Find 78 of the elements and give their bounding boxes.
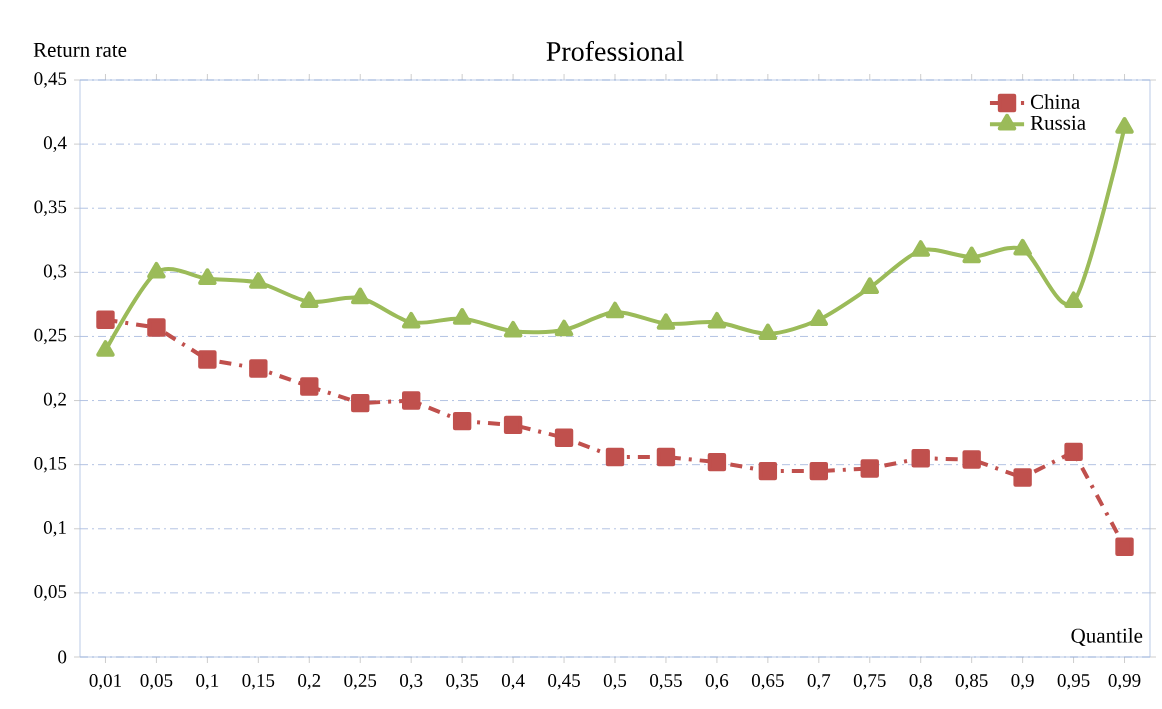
point	[503, 415, 523, 435]
x-tick-label: 0,55	[650, 674, 682, 690]
point	[147, 261, 166, 279]
point	[249, 272, 268, 289]
point	[605, 301, 625, 319]
y-tick-label: 0	[58, 650, 67, 664]
point	[1115, 537, 1134, 556]
point	[809, 309, 829, 326]
point	[198, 268, 217, 285]
point	[350, 287, 370, 305]
point	[300, 377, 319, 396]
x-tick-label: 0,01	[89, 674, 121, 690]
x-tick-label: 0,1	[196, 674, 219, 690]
y-tick-label: 0,3	[43, 264, 67, 281]
point	[1013, 238, 1032, 256]
point	[809, 461, 829, 481]
y-tick-label: 0,45	[34, 72, 67, 88]
x-tick-label: 0,25	[344, 674, 377, 690]
x-tick-label: 0,4	[501, 674, 525, 690]
y-tick-label: 0,25	[34, 328, 67, 345]
point	[962, 450, 981, 469]
x-tick-label: 0,65	[751, 674, 784, 690]
point	[249, 359, 268, 378]
point	[402, 391, 421, 410]
y-tick-label: 0,2	[43, 392, 66, 409]
point	[656, 447, 676, 467]
point	[962, 246, 981, 264]
y-tick-label: 0,4	[43, 136, 67, 152]
x-tick-label: 0,35	[446, 674, 479, 690]
point	[1013, 468, 1032, 487]
point	[554, 319, 574, 337]
x-tick-label: 0,6	[705, 674, 729, 690]
x-tick-label: 0,75	[853, 674, 886, 690]
legend-label: China	[1030, 94, 1080, 109]
point	[911, 449, 930, 468]
x-tick-label: 0,8	[909, 674, 932, 690]
x-tick-label: 0,7	[807, 674, 831, 690]
point	[707, 311, 727, 329]
point	[96, 310, 115, 329]
point	[1064, 291, 1083, 309]
point	[1064, 442, 1083, 462]
x-tick-label: 0,5	[603, 674, 627, 690]
x-tick-label: 0,45	[548, 674, 580, 690]
point	[554, 428, 574, 447]
x-tick-label: 0,3	[400, 674, 423, 690]
point	[96, 340, 115, 357]
point	[401, 311, 421, 329]
x-tick-label: 0,05	[140, 674, 173, 690]
point	[198, 350, 217, 369]
point	[1115, 117, 1134, 134]
x-tick-label: 0,15	[242, 674, 275, 690]
point	[758, 461, 778, 481]
point	[860, 459, 879, 478]
y-tick-label: 0,35	[34, 200, 67, 216]
x-tick-label: 0,2	[298, 674, 321, 690]
point	[911, 240, 930, 257]
point	[351, 393, 370, 413]
legend-label: Russia	[1030, 115, 1086, 130]
x-tick-label: 0,9	[1011, 674, 1034, 690]
x-axis-title: Quantile	[1071, 627, 1143, 646]
point	[860, 277, 880, 294]
point	[707, 452, 727, 472]
point	[147, 318, 166, 337]
x-tick-label: 0,95	[1057, 674, 1090, 690]
point	[605, 447, 625, 467]
point	[503, 320, 523, 338]
point	[758, 323, 778, 341]
point	[452, 308, 472, 325]
point	[656, 313, 676, 330]
y-tick-label: 0,05	[34, 585, 67, 601]
x-tick-label: 0,99	[1108, 674, 1141, 690]
chart-title: Professional	[546, 40, 684, 61]
y-tick-label: 0,15	[34, 456, 67, 473]
point	[300, 291, 319, 309]
x-tick-label: 0,85	[955, 674, 988, 690]
point	[452, 411, 472, 431]
y-axis-title: Return rate	[33, 43, 127, 57]
y-tick-label: 0,1	[43, 521, 66, 537]
